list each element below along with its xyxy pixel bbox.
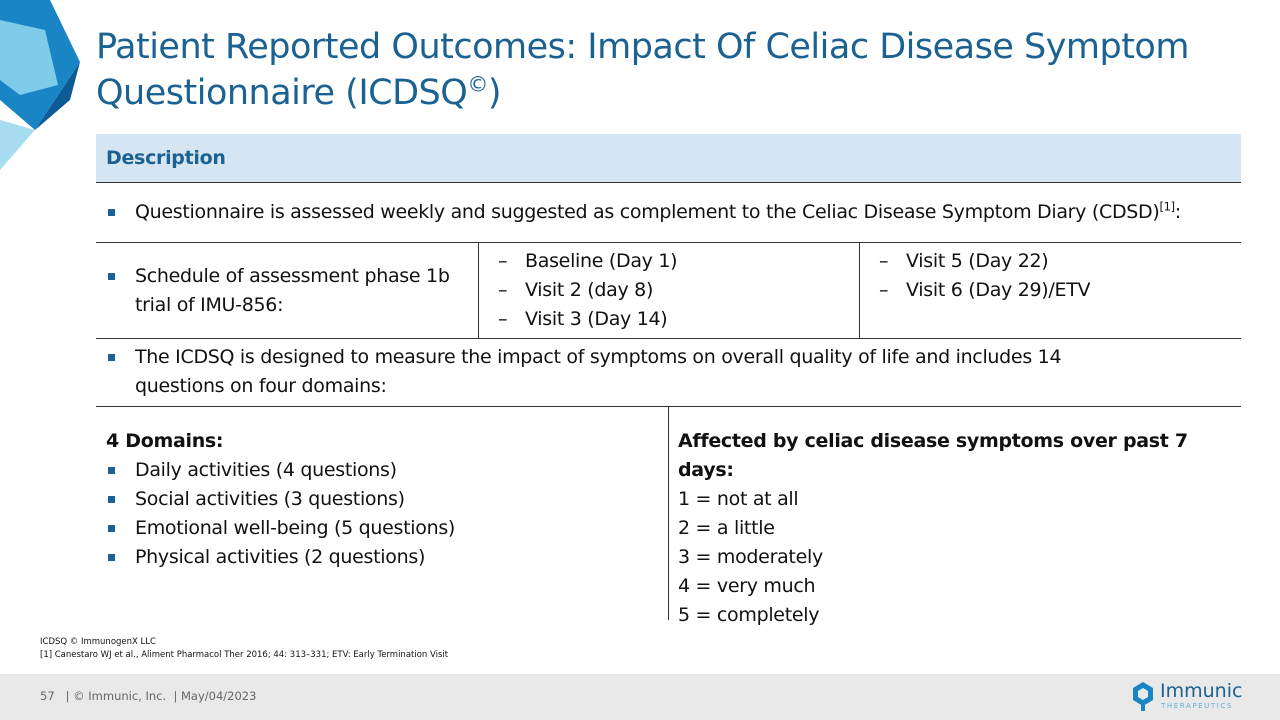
row1-superscript: [1]	[1159, 199, 1175, 214]
footer: 57 | © Immunic, Inc. | May/04/2023 Immun…	[0, 674, 1280, 720]
visit-item: Baseline (Day 1)	[478, 247, 853, 276]
scale-item: 2 = a little	[678, 517, 775, 539]
visit-item: Visit 3 (Day 14)	[478, 305, 853, 334]
scale-list: 1 = not at all 2 = a little 3 = moderately…	[678, 485, 1238, 630]
scale-item: 1 = not at all	[678, 488, 799, 510]
col-divider	[668, 406, 669, 620]
logo-icon	[1133, 682, 1153, 711]
domain-item: Emotional well-being (5 questions)	[96, 514, 656, 543]
domain-item: Social activities (3 questions)	[96, 485, 656, 514]
scale-item: 3 = moderately	[678, 546, 823, 568]
scale-item: 5 = completely	[678, 604, 820, 626]
row1: Questionnaire is assessed weekly and sug…	[96, 198, 1241, 227]
footnotes: ICDSQ © ImmunogenX LLC [1] Canestaro WJ …	[40, 636, 448, 662]
row-divider	[96, 242, 1241, 243]
footnote: [1] Canestaro WJ et al., Aliment Pharmac…	[40, 650, 449, 660]
footer-text: 57 | © Immunic, Inc. | May/04/2023	[40, 689, 256, 703]
visits-list-a: Baseline (Day 1)Visit 2 (day 8)Visit 3 (…	[478, 247, 853, 334]
domain-item: Physical activities (2 questions)	[96, 543, 656, 572]
title-superscript: ©	[467, 72, 488, 97]
table-header: Description	[96, 134, 1241, 183]
copyright: | © Immunic, Inc.	[65, 689, 167, 703]
page-number: 57	[40, 689, 55, 703]
domains-list: Daily activities (4 questions) Social act…	[96, 456, 656, 572]
visit-item: Visit 2 (day 8)	[478, 276, 853, 305]
footnote: ICDSQ © ImmunogenX LLC	[40, 637, 156, 647]
row3-text: The ICDSQ is designed to measure the imp…	[96, 343, 1116, 401]
date: | May/04/2023	[173, 689, 257, 703]
logo-name: Immunic	[1160, 680, 1243, 702]
domains-title: 4 Domains:	[106, 430, 224, 452]
corner-decoration	[0, 0, 80, 170]
row1-text: Questionnaire is assessed weekly and sug…	[135, 201, 1160, 223]
table-header-text: Description	[106, 147, 226, 169]
visit-item: Visit 5 (Day 22)	[859, 247, 1234, 276]
visit-item: Visit 6 (Day 29)/ETV	[859, 276, 1234, 305]
title-text: Patient Reported Outcomes: Impact Of Cel…	[96, 27, 1189, 113]
domain-item: Daily activities (4 questions)	[96, 456, 656, 485]
title-end: )	[487, 73, 502, 113]
row2-label: Schedule of assessment phase 1b trial of…	[96, 262, 471, 320]
row1-item: Questionnaire is assessed weekly and sug…	[96, 198, 1241, 227]
scale-title: Affected by celiac disease symptoms over…	[678, 430, 1188, 481]
row2-label-text: Schedule of assessment phase 1b trial of…	[96, 262, 471, 320]
logo-tagline: THERAPEUTICS	[1161, 702, 1233, 710]
scale: Affected by celiac disease symptoms over…	[678, 427, 1238, 630]
row3: The ICDSQ is designed to measure the imp…	[96, 343, 1116, 401]
slide-title: Patient Reported Outcomes: Impact Of Cel…	[96, 24, 1246, 116]
row-divider	[96, 338, 1241, 339]
scale-item: 4 = very much	[678, 575, 816, 597]
row1-end: :	[1174, 201, 1181, 223]
visits-list-b: Visit 5 (Day 22)Visit 6 (Day 29)/ETV	[859, 247, 1234, 305]
domains: 4 Domains: Daily activities (4 questions…	[96, 427, 656, 572]
